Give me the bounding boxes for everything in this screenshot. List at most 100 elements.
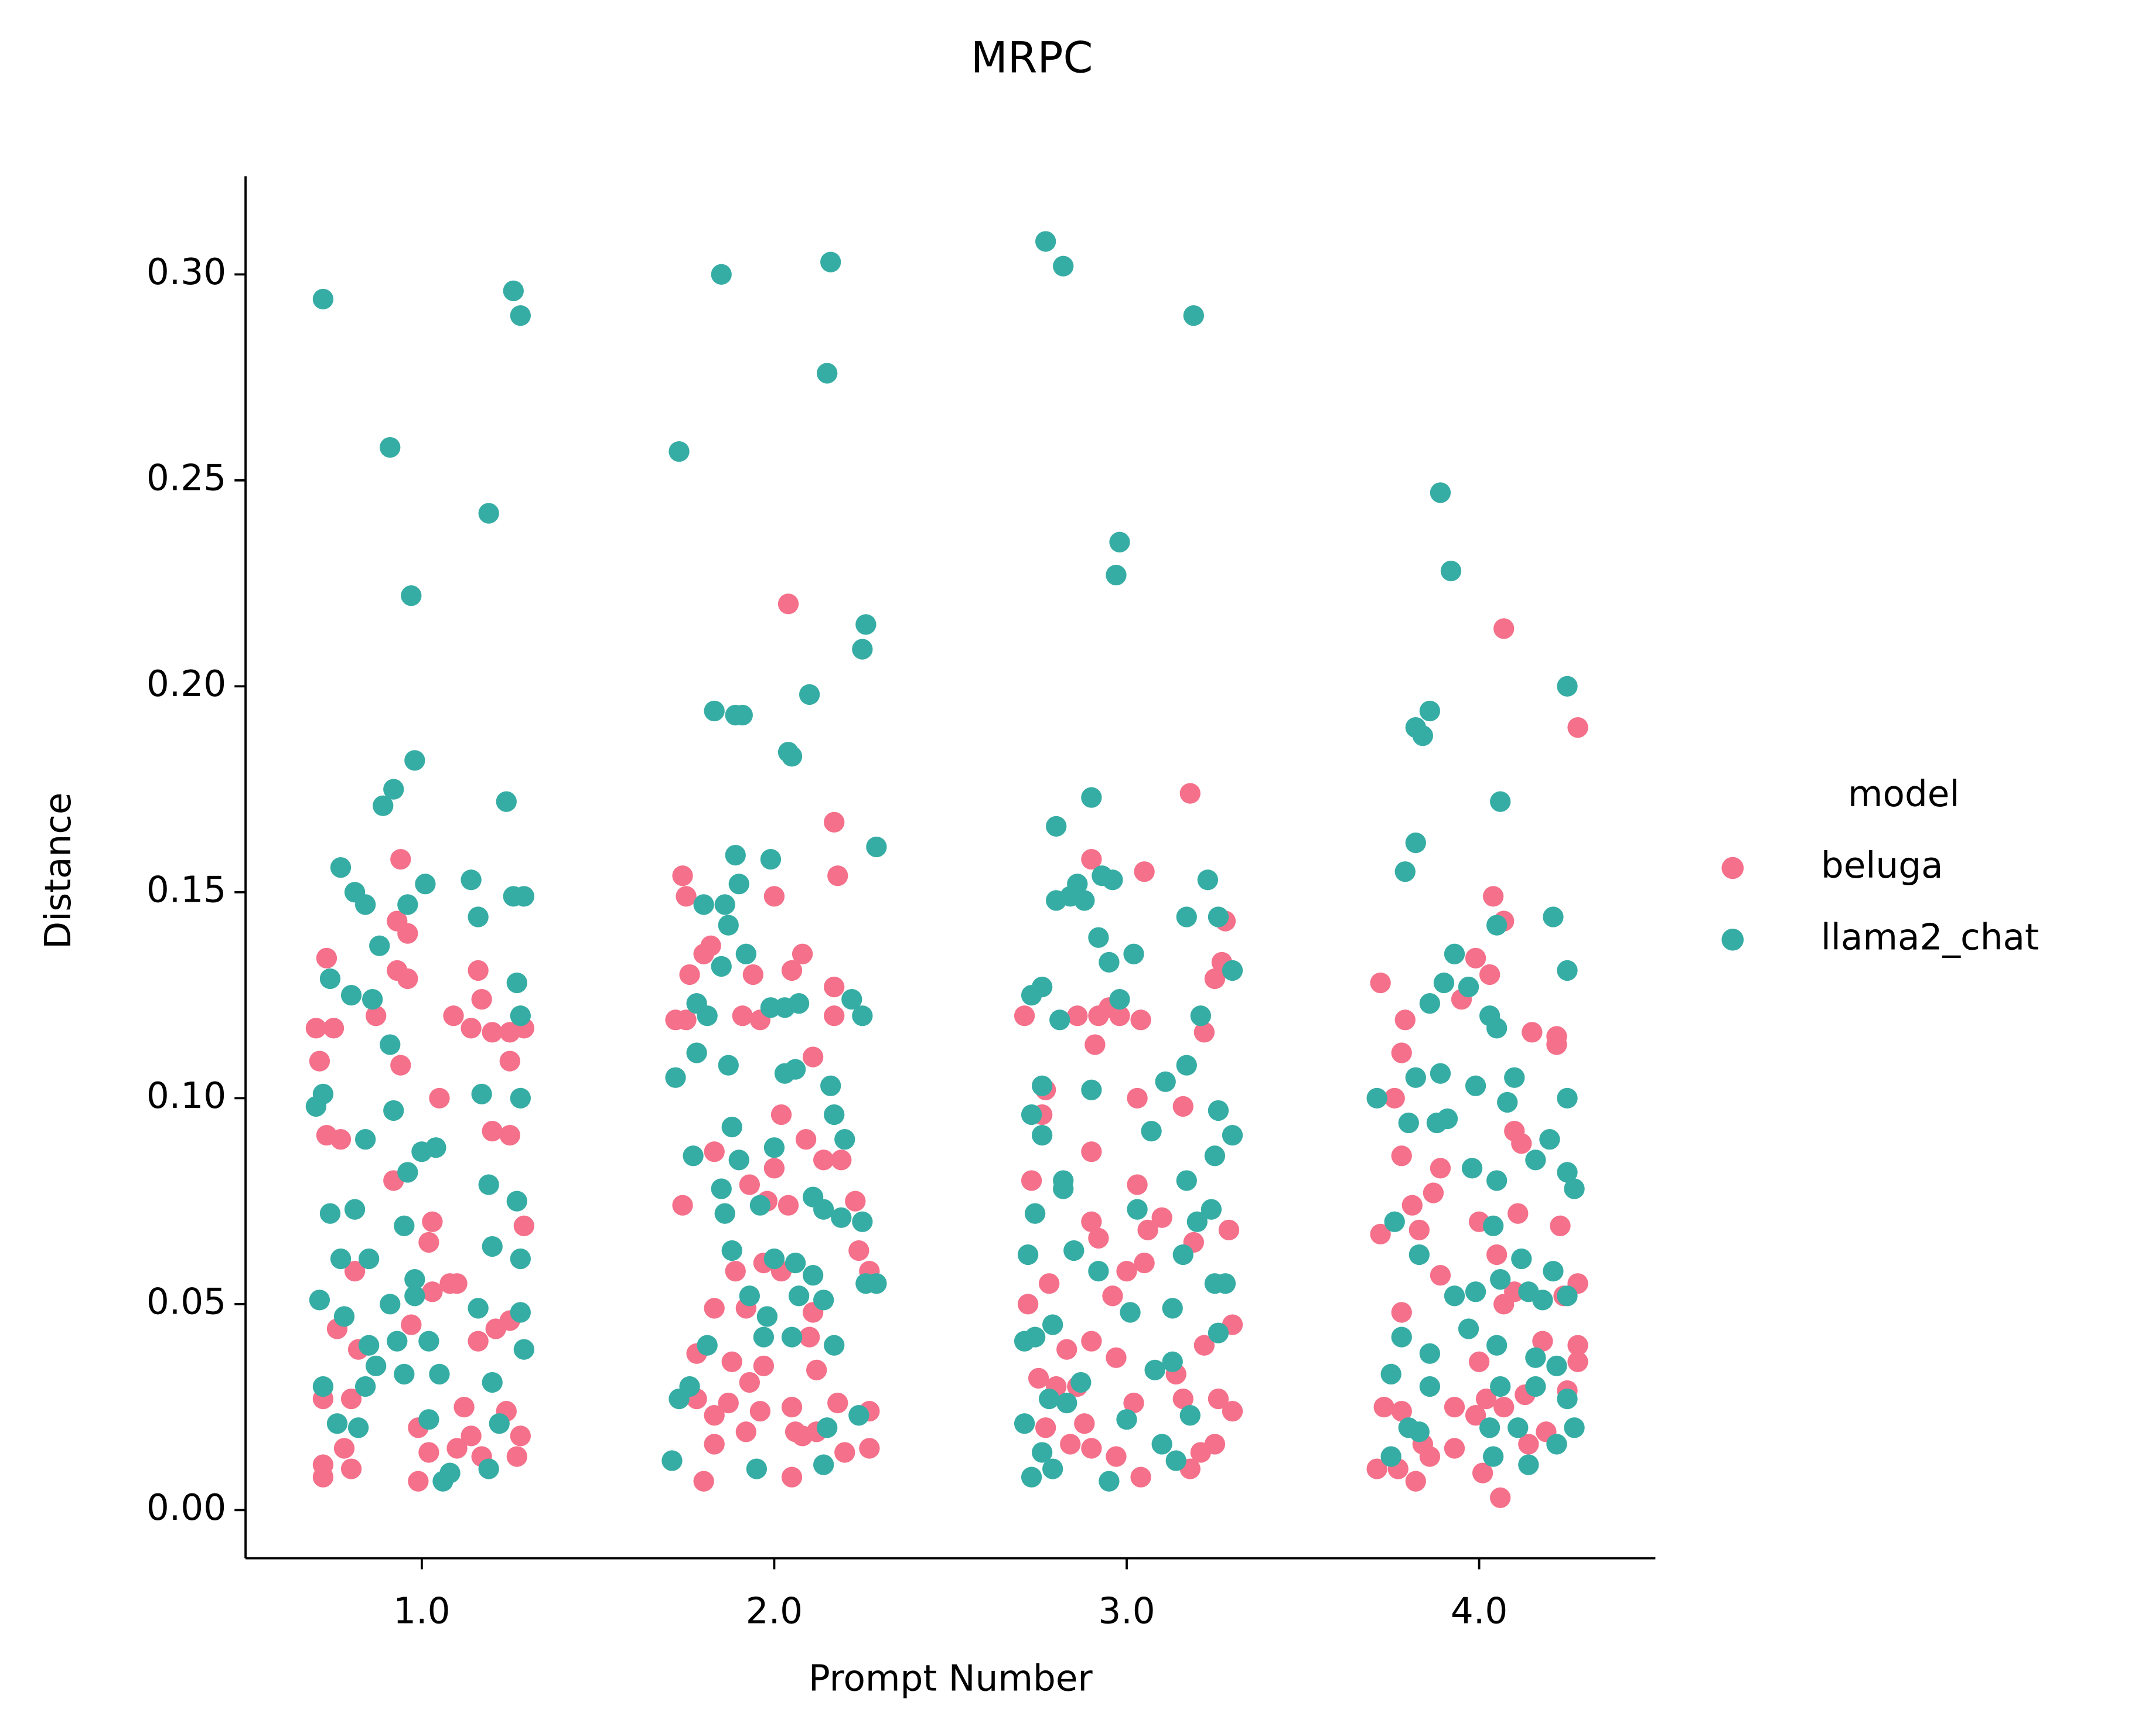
data-point bbox=[686, 1042, 707, 1063]
data-point bbox=[1430, 482, 1451, 503]
x-axis-label: Prompt Number bbox=[809, 1658, 1093, 1700]
data-point bbox=[354, 1129, 376, 1150]
data-point bbox=[749, 1401, 771, 1422]
data-point bbox=[704, 1434, 725, 1455]
data-point bbox=[1208, 1322, 1229, 1343]
data-point bbox=[824, 1104, 845, 1125]
data-point bbox=[1405, 1067, 1426, 1088]
data-point bbox=[1172, 1244, 1193, 1266]
data-point bbox=[510, 1005, 531, 1026]
data-point bbox=[1106, 1347, 1127, 1368]
data-point bbox=[824, 1335, 845, 1356]
data-point bbox=[1074, 1413, 1095, 1434]
data-point bbox=[309, 1290, 330, 1311]
data-point bbox=[1215, 1273, 1236, 1294]
data-point bbox=[753, 1326, 775, 1348]
data-point bbox=[817, 1417, 838, 1438]
data-point bbox=[1458, 1318, 1479, 1339]
data-point bbox=[1141, 1120, 1162, 1142]
data-point bbox=[1564, 1417, 1585, 1438]
data-point bbox=[1130, 1466, 1151, 1488]
data-point bbox=[510, 1425, 531, 1447]
data-point bbox=[728, 1150, 749, 1171]
data-point bbox=[1102, 1285, 1123, 1307]
data-point bbox=[1106, 1446, 1127, 1467]
data-point bbox=[697, 1005, 718, 1026]
data-point bbox=[1053, 1178, 1074, 1199]
data-point bbox=[781, 1396, 803, 1418]
data-point bbox=[1430, 1158, 1451, 1179]
data-point bbox=[1088, 927, 1109, 948]
data-point bbox=[453, 1396, 475, 1418]
data-point bbox=[718, 915, 739, 936]
data-point bbox=[1137, 1219, 1158, 1240]
data-point bbox=[503, 280, 524, 302]
data-point bbox=[1465, 1075, 1486, 1096]
data-point bbox=[827, 1392, 848, 1414]
data-point bbox=[1056, 1339, 1077, 1360]
data-point bbox=[813, 1290, 834, 1311]
data-point bbox=[777, 594, 799, 615]
data-point bbox=[1084, 1034, 1106, 1055]
data-point bbox=[418, 1409, 439, 1430]
data-point bbox=[1557, 676, 1578, 697]
data-point bbox=[739, 1372, 760, 1393]
data-point bbox=[799, 1326, 820, 1348]
data-point bbox=[1366, 1458, 1387, 1479]
data-point bbox=[820, 251, 841, 272]
data-point bbox=[1190, 1005, 1212, 1026]
data-point bbox=[305, 1018, 327, 1039]
y-tick-label: 0.00 bbox=[146, 1487, 226, 1529]
data-point bbox=[1197, 869, 1219, 891]
data-point bbox=[1430, 1063, 1451, 1084]
data-point bbox=[1525, 1376, 1546, 1397]
data-point bbox=[1070, 1372, 1092, 1393]
data-point bbox=[1151, 1207, 1172, 1228]
data-point bbox=[1567, 1335, 1588, 1356]
data-point bbox=[1557, 1087, 1578, 1109]
legend-label: llama2_chat bbox=[1821, 916, 2039, 958]
data-point bbox=[1123, 943, 1144, 964]
data-point bbox=[489, 1413, 510, 1434]
data-point bbox=[785, 1252, 806, 1274]
y-tick-label: 0.05 bbox=[146, 1281, 226, 1322]
data-point bbox=[841, 989, 862, 1010]
data-point bbox=[510, 1087, 531, 1109]
data-point bbox=[506, 1191, 527, 1212]
data-point bbox=[679, 964, 700, 985]
y-tick-label: 0.10 bbox=[146, 1075, 226, 1117]
data-point bbox=[866, 1273, 887, 1294]
data-point bbox=[316, 947, 337, 968]
data-point bbox=[1081, 1211, 1102, 1232]
data-point bbox=[1522, 1022, 1543, 1043]
data-point bbox=[852, 1005, 873, 1026]
data-point bbox=[369, 935, 390, 956]
data-point bbox=[1370, 972, 1391, 994]
data-point bbox=[1067, 1005, 1088, 1026]
data-point bbox=[1222, 1125, 1243, 1146]
data-point bbox=[1373, 1396, 1394, 1418]
data-point bbox=[859, 1438, 880, 1459]
data-point bbox=[478, 1174, 499, 1195]
data-point bbox=[672, 1195, 693, 1216]
data-point bbox=[1130, 1009, 1151, 1031]
data-point bbox=[1490, 1269, 1511, 1290]
data-point bbox=[1144, 1359, 1165, 1381]
data-point bbox=[1109, 1005, 1130, 1026]
data-point bbox=[383, 1100, 404, 1121]
data-point bbox=[669, 1388, 690, 1410]
data-point bbox=[499, 1051, 520, 1072]
data-point bbox=[383, 779, 404, 800]
data-point bbox=[665, 1067, 686, 1088]
data-point bbox=[1546, 1434, 1567, 1455]
data-point bbox=[785, 1059, 806, 1080]
data-point bbox=[1116, 1409, 1137, 1430]
data-point bbox=[1172, 1096, 1193, 1117]
data-point bbox=[1493, 618, 1515, 639]
data-point bbox=[1525, 1150, 1546, 1171]
data-point bbox=[1419, 700, 1441, 722]
data-point bbox=[1222, 1401, 1243, 1422]
data-point bbox=[1081, 1331, 1102, 1352]
data-point bbox=[781, 1326, 803, 1348]
